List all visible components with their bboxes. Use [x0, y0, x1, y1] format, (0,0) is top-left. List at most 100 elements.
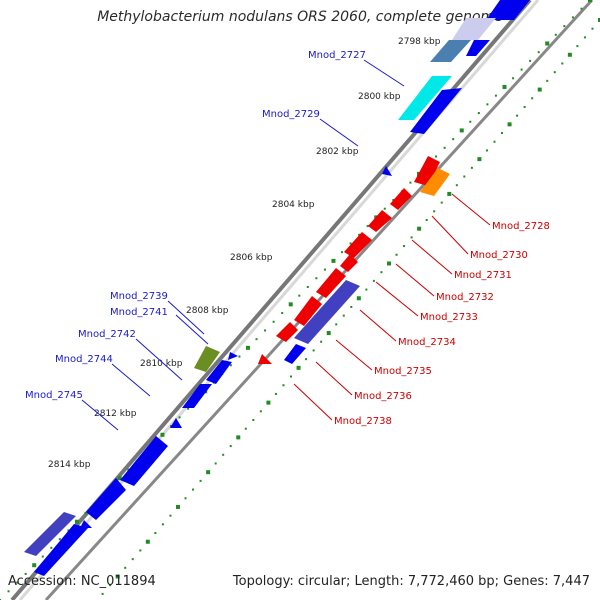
tick-label: 2800 kbp — [358, 92, 401, 102]
gene-label: Mnod_2727 — [308, 50, 366, 61]
track-dot — [591, 27, 594, 30]
track-dot — [252, 419, 255, 421]
track-dot — [571, 16, 574, 19]
gene-blocks-reverse — [258, 156, 450, 364]
gene-block — [340, 254, 358, 272]
track-dot — [563, 25, 566, 28]
leader-line — [167, 300, 205, 335]
track-dot — [145, 539, 150, 544]
track-dot — [459, 128, 464, 133]
track-dot — [365, 288, 368, 291]
gene-block — [294, 296, 322, 326]
tick-label: 2804 kbp — [272, 200, 315, 210]
track-dot — [115, 574, 120, 579]
track-dot — [335, 323, 338, 326]
gene-block — [258, 354, 272, 364]
gene-label: Mnod_2734 — [398, 337, 456, 348]
track-dot — [281, 312, 284, 315]
track-dot — [537, 87, 542, 92]
gene-block — [276, 322, 298, 342]
track-dot — [272, 320, 275, 323]
gene-blocks-forward — [24, 0, 530, 576]
track-dot — [127, 468, 130, 471]
track-dot — [545, 41, 550, 46]
track-dot — [32, 563, 37, 568]
track-dot — [358, 233, 361, 236]
track-dot — [470, 166, 473, 169]
gene-block — [120, 436, 168, 486]
track-dot — [380, 271, 383, 274]
gene-labels-right: Mnod_2728 Mnod_2730 Mnod_2731 Mnod_2732 Mnod… — [293, 193, 550, 427]
gene-label: Mnod_2731 — [454, 270, 512, 281]
track-dot — [531, 97, 534, 100]
track-dot — [469, 120, 472, 123]
gene-label: Mnod_2728 — [492, 221, 550, 232]
leader-line — [111, 363, 151, 397]
gene-label: Mnod_2742 — [78, 329, 136, 340]
leader-line — [411, 239, 453, 275]
gene-label: Mnod_2735 — [374, 366, 432, 377]
track-dot — [523, 105, 526, 108]
track-dot — [229, 445, 232, 448]
track-dot — [350, 305, 353, 308]
gene-block — [24, 512, 76, 556]
track-dot — [331, 258, 336, 263]
track-dot — [255, 338, 258, 341]
map-title: Methylobacterium nodulans ORS 2060, comp… — [97, 9, 503, 25]
gene-block — [284, 344, 306, 364]
leader-line — [431, 215, 469, 255]
gene-block — [414, 156, 440, 186]
track-dot — [58, 538, 61, 541]
track-dot — [447, 191, 452, 196]
track-dot — [296, 365, 301, 370]
gene-block — [170, 418, 182, 428]
track-dot — [7, 590, 10, 593]
track-dot — [567, 52, 572, 57]
gene-label: Mnod_2744 — [55, 354, 113, 365]
gene-block — [486, 0, 530, 20]
track-dot — [403, 245, 406, 248]
topology-text: Topology: circular; Length: 7,772,460 bp… — [232, 574, 590, 589]
track-dot — [392, 199, 395, 201]
track-dot — [349, 242, 352, 245]
track-dot — [477, 157, 482, 162]
track-dot — [50, 546, 53, 549]
track-dot — [494, 94, 497, 97]
track-dot — [443, 146, 446, 149]
track-dot — [395, 253, 398, 256]
gene-block — [294, 280, 360, 344]
track-dot — [266, 400, 271, 405]
gene-block — [420, 168, 450, 196]
track-dot — [486, 103, 489, 106]
leader-line — [315, 361, 353, 396]
tick-label: 2814 kbp — [48, 460, 91, 470]
track-dot — [187, 407, 190, 410]
gene-block — [390, 188, 412, 210]
leader-line — [319, 118, 359, 147]
track-dot — [410, 236, 413, 239]
gene-label: Mnod_2745 — [25, 390, 83, 401]
track-dot — [288, 302, 293, 307]
gene-block — [410, 88, 462, 134]
track-dot — [512, 77, 515, 80]
tick-label: 2812 kbp — [94, 409, 137, 419]
leader-line — [81, 399, 119, 431]
track-dot — [41, 555, 44, 558]
leader-line — [175, 314, 209, 345]
leader-line — [335, 339, 373, 371]
track-dot — [433, 210, 436, 213]
gene-block — [86, 478, 126, 520]
track-dot — [598, 18, 600, 22]
track-dot — [214, 462, 217, 465]
track-dot — [170, 425, 173, 428]
gene-block — [182, 384, 212, 408]
track-dot — [124, 566, 127, 569]
gene-block — [344, 232, 372, 258]
track-dot — [516, 114, 519, 117]
gene-label: Mnod_2738 — [334, 416, 392, 427]
track-dot — [101, 592, 104, 595]
track-dot — [16, 581, 19, 584]
track-dot — [502, 84, 507, 89]
track-dot — [206, 470, 211, 475]
track-dot — [175, 504, 180, 509]
